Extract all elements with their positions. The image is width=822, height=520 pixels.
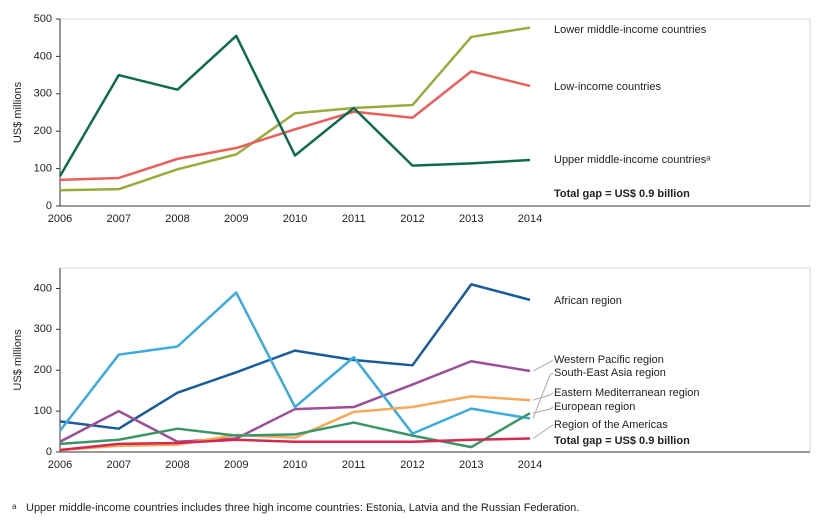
x-tick-label: 2007 [107, 459, 131, 471]
series-line [59, 359, 531, 444]
y-tick-label: 300 [34, 88, 52, 100]
y-tick-label: 0 [46, 200, 52, 212]
annotation: Total gap = US$ 0.9 billion [554, 188, 690, 200]
series-label: South-East Asia region [554, 367, 666, 379]
y-tick-label: 400 [34, 282, 52, 294]
x-tick-label: 2008 [165, 213, 189, 225]
x-tick-label: 2011 [342, 459, 366, 471]
leader-line [532, 424, 554, 439]
x-tick-label: 2011 [342, 213, 366, 225]
series-label: Region of the Americas [554, 419, 668, 431]
footnote-marker: a [12, 502, 17, 511]
x-tick-label: 2012 [400, 213, 424, 225]
x-tick-label: 2013 [459, 459, 483, 471]
series-line [59, 437, 531, 452]
x-tick-label: 2009 [224, 213, 248, 225]
series-line [58, 34, 531, 177]
series-line [59, 70, 531, 182]
series-label: Western Pacific region [554, 354, 664, 366]
series-line [59, 291, 531, 435]
series-line [59, 26, 531, 192]
series-label: African region [554, 295, 622, 307]
x-tick-label: 2014 [518, 213, 542, 225]
x-tick-label: 2008 [165, 459, 189, 471]
leader-line [532, 359, 554, 372]
series-line [59, 395, 531, 452]
x-tick-label: 2006 [48, 213, 72, 225]
y-tick-label: 200 [34, 125, 52, 137]
plot-frame [59, 18, 811, 207]
y-tick-label: 100 [34, 163, 52, 175]
x-tick-label: 2013 [459, 213, 483, 225]
y-tick-label: 0 [46, 446, 52, 458]
x-tick-label: 2012 [400, 459, 424, 471]
x-tick-label: 2010 [283, 213, 307, 225]
x-tick-label: 2007 [107, 213, 131, 225]
y-axis-title: US$ millions [12, 329, 24, 391]
y-tick-label: 100 [34, 405, 52, 417]
series-label: Low-income countries [554, 81, 661, 93]
x-tick-label: 2006 [48, 459, 72, 471]
footnote: Upper middle-income countries includes t… [26, 502, 579, 514]
x-tick-label: 2010 [283, 459, 307, 471]
x-tick-label: 2009 [224, 459, 248, 471]
series-line [59, 412, 531, 449]
y-tick-label: 200 [34, 364, 52, 376]
y-axis-title: US$ millions [12, 81, 24, 143]
y-tick-label: 400 [34, 50, 52, 62]
series-label: Lower middle-income countries [554, 24, 707, 36]
series-label: European region [554, 401, 635, 413]
y-tick-label: 300 [34, 323, 52, 335]
series-label: Eastern Mediterranean region [554, 387, 700, 399]
x-tick-label: 2014 [518, 459, 542, 471]
leader-line [532, 372, 554, 419]
leader-line [532, 392, 554, 401]
series-line [59, 283, 531, 430]
leader-line [532, 406, 554, 414]
series-label: Upper middle-income countriesᵃ [554, 154, 711, 166]
annotation: Total gap = US$ 0.9 billion [554, 435, 690, 447]
y-tick-label: 500 [34, 13, 52, 25]
